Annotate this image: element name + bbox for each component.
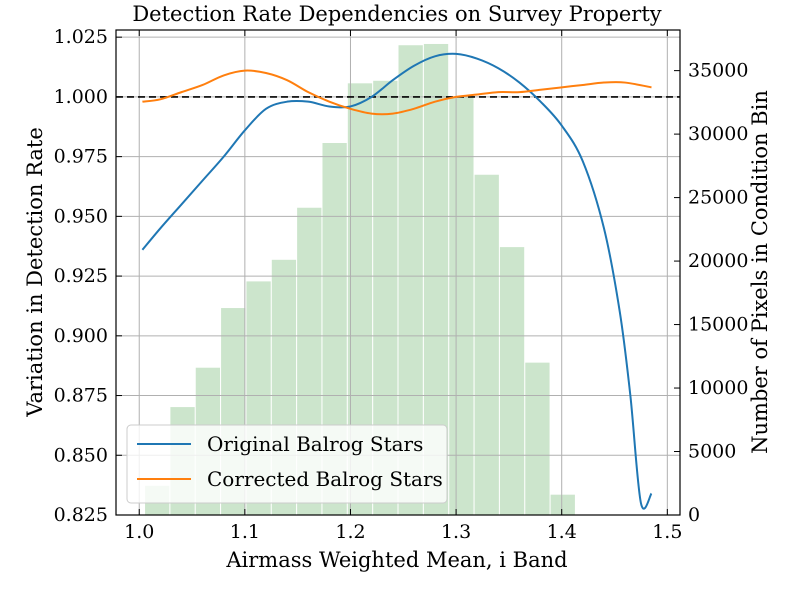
series-line-0: [141, 52, 653, 510]
legend: Original Balrog Stars Corrected Balrog St…: [126, 424, 448, 504]
y2-tick-label: 20000: [688, 250, 748, 272]
y-tick-label: 0.950: [54, 205, 108, 227]
y2-tick-label: 0: [688, 504, 700, 526]
y2-axis-label: Number of Pixels in Condition Bin: [748, 90, 772, 454]
histogram-bar: [525, 362, 550, 515]
legend-box: [126, 424, 448, 504]
legend-label-1: Corrected Balrog Stars: [207, 467, 443, 491]
x-axis-label: Airmass Weighted Mean, i Band: [225, 548, 567, 572]
x-tick-label: 1.1: [230, 521, 260, 543]
x-tick-label: 1.0: [124, 521, 154, 543]
y-tick-label: 0.975: [54, 146, 108, 168]
tick-layer: 1.0 1.1 1.2 1.3 1.4 1.5 0.825 0.850 0.875 0.900 0.…: [54, 26, 749, 543]
histogram-bar: [550, 494, 575, 515]
y2-tick-label: 25000: [688, 187, 748, 209]
y-tick-label: 0.875: [54, 385, 108, 407]
y2-tick-label: 30000: [688, 123, 748, 145]
y2-tick-label: 35000: [688, 60, 748, 82]
series-line-1: [142, 69, 652, 116]
y2-tick-label: 5000: [688, 441, 736, 463]
x-tick-label: 1.5: [652, 521, 682, 543]
y-tick-label: 0.850: [54, 444, 108, 466]
histogram-bar: [474, 174, 499, 515]
y-tick-label: 0.825: [54, 504, 108, 526]
y2-tick-label: 10000: [688, 377, 748, 399]
histogram-bar: [499, 247, 525, 515]
histogram-bar: [449, 97, 474, 515]
y2-tick-label: 15000: [688, 314, 748, 336]
y-tick-label: 1.000: [54, 86, 108, 108]
chart-title: Detection Rate Dependencies on Survey Pr…: [132, 2, 661, 26]
y-tick-label: 1.025: [54, 26, 108, 48]
y-axis-label: Variation in Detection Rate: [23, 127, 47, 418]
x-tick-label: 1.4: [547, 521, 577, 543]
x-tick-label: 1.2: [335, 521, 365, 543]
x-tick-label: 1.3: [441, 521, 471, 543]
series-layer: [141, 52, 653, 510]
legend-label-0: Original Balrog Stars: [207, 432, 423, 456]
y-tick-label: 0.925: [54, 265, 108, 287]
y-tick-label: 0.900: [54, 325, 108, 347]
plot-frame: [115, 29, 681, 516]
